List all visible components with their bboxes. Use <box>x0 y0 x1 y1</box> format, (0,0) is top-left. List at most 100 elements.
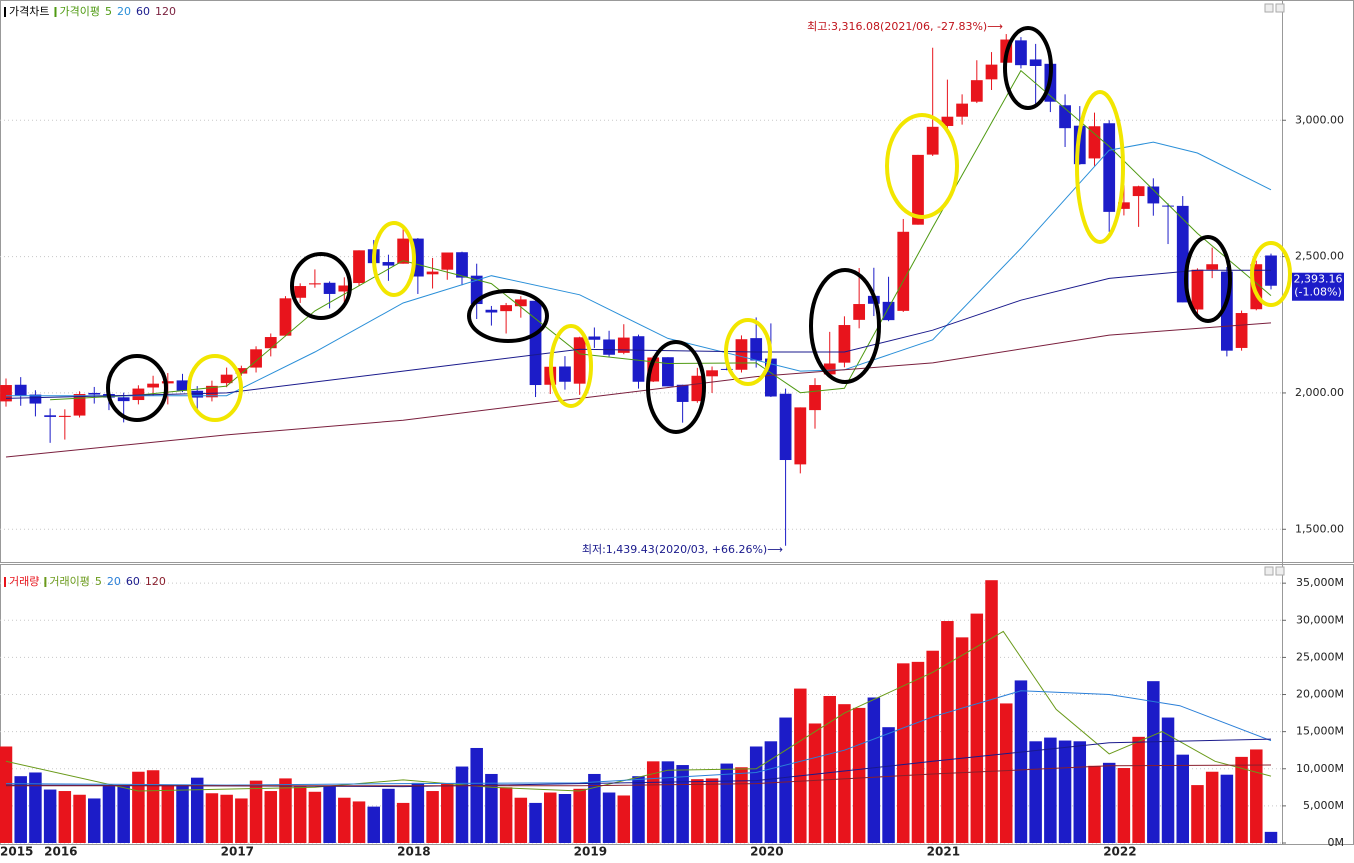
candle-body <box>250 349 262 368</box>
close-button[interactable] <box>1275 566 1285 576</box>
black-circle <box>1184 235 1232 323</box>
legend-label: 거래이평 <box>49 575 89 588</box>
volume-bar <box>29 772 42 843</box>
volume-bar <box>705 778 719 843</box>
candle-body <box>73 394 86 416</box>
volume-bar <box>117 785 130 843</box>
low-annotation: 최저:1,439.43(2020/03, +66.26%)⟶ <box>582 543 783 556</box>
volume-bar <box>205 793 219 843</box>
x-tick-label: 2020 <box>750 845 783 859</box>
volume-bar <box>352 801 366 843</box>
volume-bar <box>867 697 881 843</box>
volume-bar <box>735 767 748 843</box>
moving-average-line <box>5 738 1272 788</box>
moving-average-line <box>5 269 1271 399</box>
volume-bar <box>396 802 410 843</box>
candle-body <box>985 64 998 80</box>
candle-body <box>514 299 527 307</box>
candle-body <box>294 286 307 298</box>
candle-body <box>1059 105 1071 129</box>
candle-body <box>206 385 218 398</box>
volume-bar <box>455 766 469 843</box>
candle-body <box>1206 264 1219 270</box>
candle-body <box>853 304 866 320</box>
minimize-button[interactable] <box>1264 3 1274 13</box>
volume-bar <box>970 613 984 843</box>
y-tick-label: 20,000M <box>1296 688 1344 701</box>
volume-bar <box>543 792 557 843</box>
volume-bar <box>43 789 57 843</box>
volume-bar <box>808 723 822 843</box>
volume-bar <box>1088 765 1101 843</box>
candle-body <box>441 252 454 270</box>
y-tick-label: 15,000M <box>1296 725 1344 738</box>
volume-bar <box>1014 680 1028 843</box>
legend-label: 20 <box>117 5 131 18</box>
legend-label: 5 <box>95 575 102 588</box>
legend-label: 60 <box>126 575 140 588</box>
volume-bar <box>573 788 586 843</box>
current-price: 2,393.16 <box>1294 273 1343 286</box>
volume-bar <box>426 791 439 843</box>
candle-body <box>29 394 42 404</box>
volume-bar <box>338 797 351 843</box>
candle-body <box>1147 186 1160 204</box>
candle-body <box>956 103 968 117</box>
candle-body <box>1176 205 1189 303</box>
volume-bar <box>823 696 836 843</box>
candle-body <box>1118 202 1130 209</box>
volume-bar <box>661 761 675 843</box>
window-buttons[interactable] <box>1264 3 1285 576</box>
legend-label: 가격차트 <box>9 5 49 18</box>
x-tick-label: 2015 <box>0 845 33 859</box>
candle-body <box>897 231 910 311</box>
minimize-button[interactable] <box>1264 566 1274 576</box>
volume-bar <box>470 747 483 843</box>
candle-body <box>220 374 233 384</box>
candle-body <box>353 250 365 284</box>
candle-body <box>617 337 630 353</box>
volume-bar <box>14 776 27 843</box>
volume-bar <box>852 707 866 843</box>
volume-bar <box>73 794 86 843</box>
candle-body <box>912 154 924 225</box>
candle-body <box>88 392 101 395</box>
yellow-circle <box>885 113 959 219</box>
yellow-circle <box>724 318 772 386</box>
candle-body <box>926 126 939 155</box>
candle-body <box>676 384 689 402</box>
volume-bar <box>632 776 645 843</box>
volume-bar <box>985 580 998 843</box>
moving-average-line <box>5 322 1272 458</box>
volume-bar <box>58 791 72 843</box>
volume-bar <box>779 717 792 843</box>
volume-bar <box>382 788 395 843</box>
black-circle <box>467 289 549 343</box>
candle-body <box>765 358 777 397</box>
y-tick-label: 5,000M <box>1303 799 1344 812</box>
candle-body <box>397 238 410 264</box>
legend-label: 거래량 <box>9 575 39 588</box>
volume-bar <box>749 746 763 843</box>
legend-marker <box>4 577 6 587</box>
volume-bar <box>1058 740 1072 843</box>
candle-body <box>485 309 498 313</box>
y-tick-label: 10,000M <box>1296 762 1344 775</box>
yellow-circle <box>1250 241 1292 307</box>
moving-average-line <box>50 69 1272 401</box>
candle-body <box>735 339 748 370</box>
black-circle <box>290 252 352 320</box>
candle-body <box>779 393 792 461</box>
candle-body <box>882 301 895 321</box>
volume-bar <box>190 777 204 843</box>
legend-label: 120 <box>145 575 166 588</box>
volume-bar <box>1073 741 1087 843</box>
candle-body <box>147 383 159 388</box>
volume-bar <box>176 785 189 843</box>
black-circle <box>106 354 168 422</box>
candle-body <box>706 370 718 377</box>
volume-bar <box>132 771 145 843</box>
volume-bar <box>926 650 939 843</box>
close-button[interactable] <box>1275 3 1285 13</box>
